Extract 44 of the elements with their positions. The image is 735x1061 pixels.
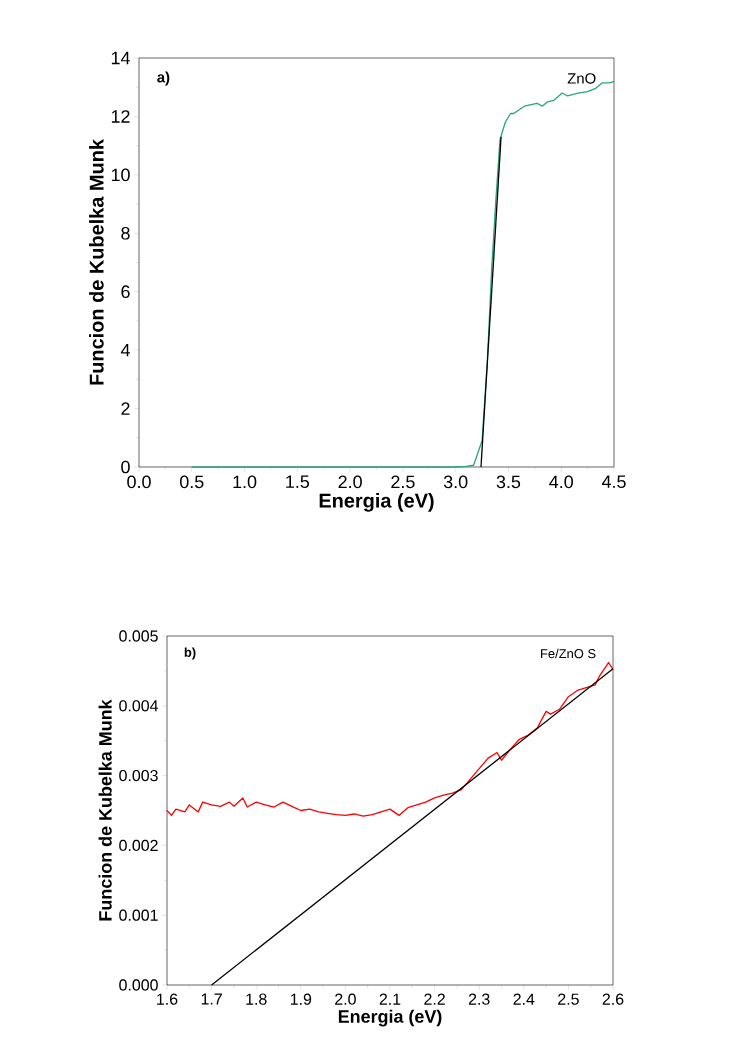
x-tick-label: 4.0 — [549, 475, 573, 489]
y-tick-label: 8 — [121, 226, 130, 240]
x-tick-label: 4.5 — [601, 475, 626, 489]
x-tick-label: 1.7 — [201, 993, 222, 1005]
y-tick-label: 4 — [120, 343, 130, 357]
x-tick-label: 3.0 — [443, 475, 468, 489]
line-series — [166, 661, 614, 817]
y-axis-title: Funcion de Kubelka Munk — [89, 139, 104, 385]
y-tick-label: 0.004 — [119, 700, 158, 712]
y-tick-label: 2 — [121, 402, 130, 415]
y-tick-label: 0 — [121, 460, 130, 474]
annotation: ZnO — [567, 73, 596, 84]
x-tick-label: 1.0 — [233, 475, 257, 489]
y-tick-label: 0.001 — [119, 909, 158, 921]
x-axis-title: Energia (eV) — [319, 493, 434, 512]
annotation: Fe/ZnO S — [541, 648, 596, 659]
x-tick-label: 1.8 — [246, 993, 267, 1005]
x-tick-label: 2.4 — [513, 993, 535, 1005]
annotation: a) — [157, 71, 170, 86]
y-tick-label: 0.002 — [119, 839, 158, 852]
x-tick-label: 1.9 — [290, 993, 312, 1005]
x-tick-label: 0.0 — [127, 475, 151, 489]
y-tick-label: 0.005 — [119, 630, 158, 642]
x-tick-label: 1.5 — [286, 475, 310, 489]
x-tick-label: 0.5 — [180, 475, 204, 489]
x-tick-label: 2.3 — [468, 993, 490, 1005]
x-axis-title: Energia (eV) — [338, 1009, 442, 1027]
x-tick-label: 3.5 — [496, 475, 521, 489]
x-tick-label: 2.1 — [379, 993, 401, 1005]
y-tick-label: 0.000 — [119, 979, 158, 991]
x-tick-label: 1.6 — [157, 993, 178, 1005]
annotation: b) — [184, 647, 196, 660]
x-tick-label: 2.2 — [424, 993, 445, 1005]
y-tick-label: 0.003 — [119, 769, 158, 782]
x-tick-label: 2.5 — [558, 993, 579, 1005]
y-tick-label: 14 — [111, 51, 130, 65]
x-tick-label: 2.6 — [602, 993, 624, 1005]
x-tick-label: 2.5 — [391, 475, 415, 489]
y-axis-title: Funcion de Kubelka Munk — [98, 699, 112, 921]
y-tick-label: 12 — [111, 110, 130, 123]
x-tick-label: 2.0 — [335, 993, 356, 1005]
y-tick-label: 10 — [111, 168, 130, 182]
x-tick-label: 2.0 — [338, 475, 362, 489]
y-tick-label: 6 — [121, 285, 130, 299]
